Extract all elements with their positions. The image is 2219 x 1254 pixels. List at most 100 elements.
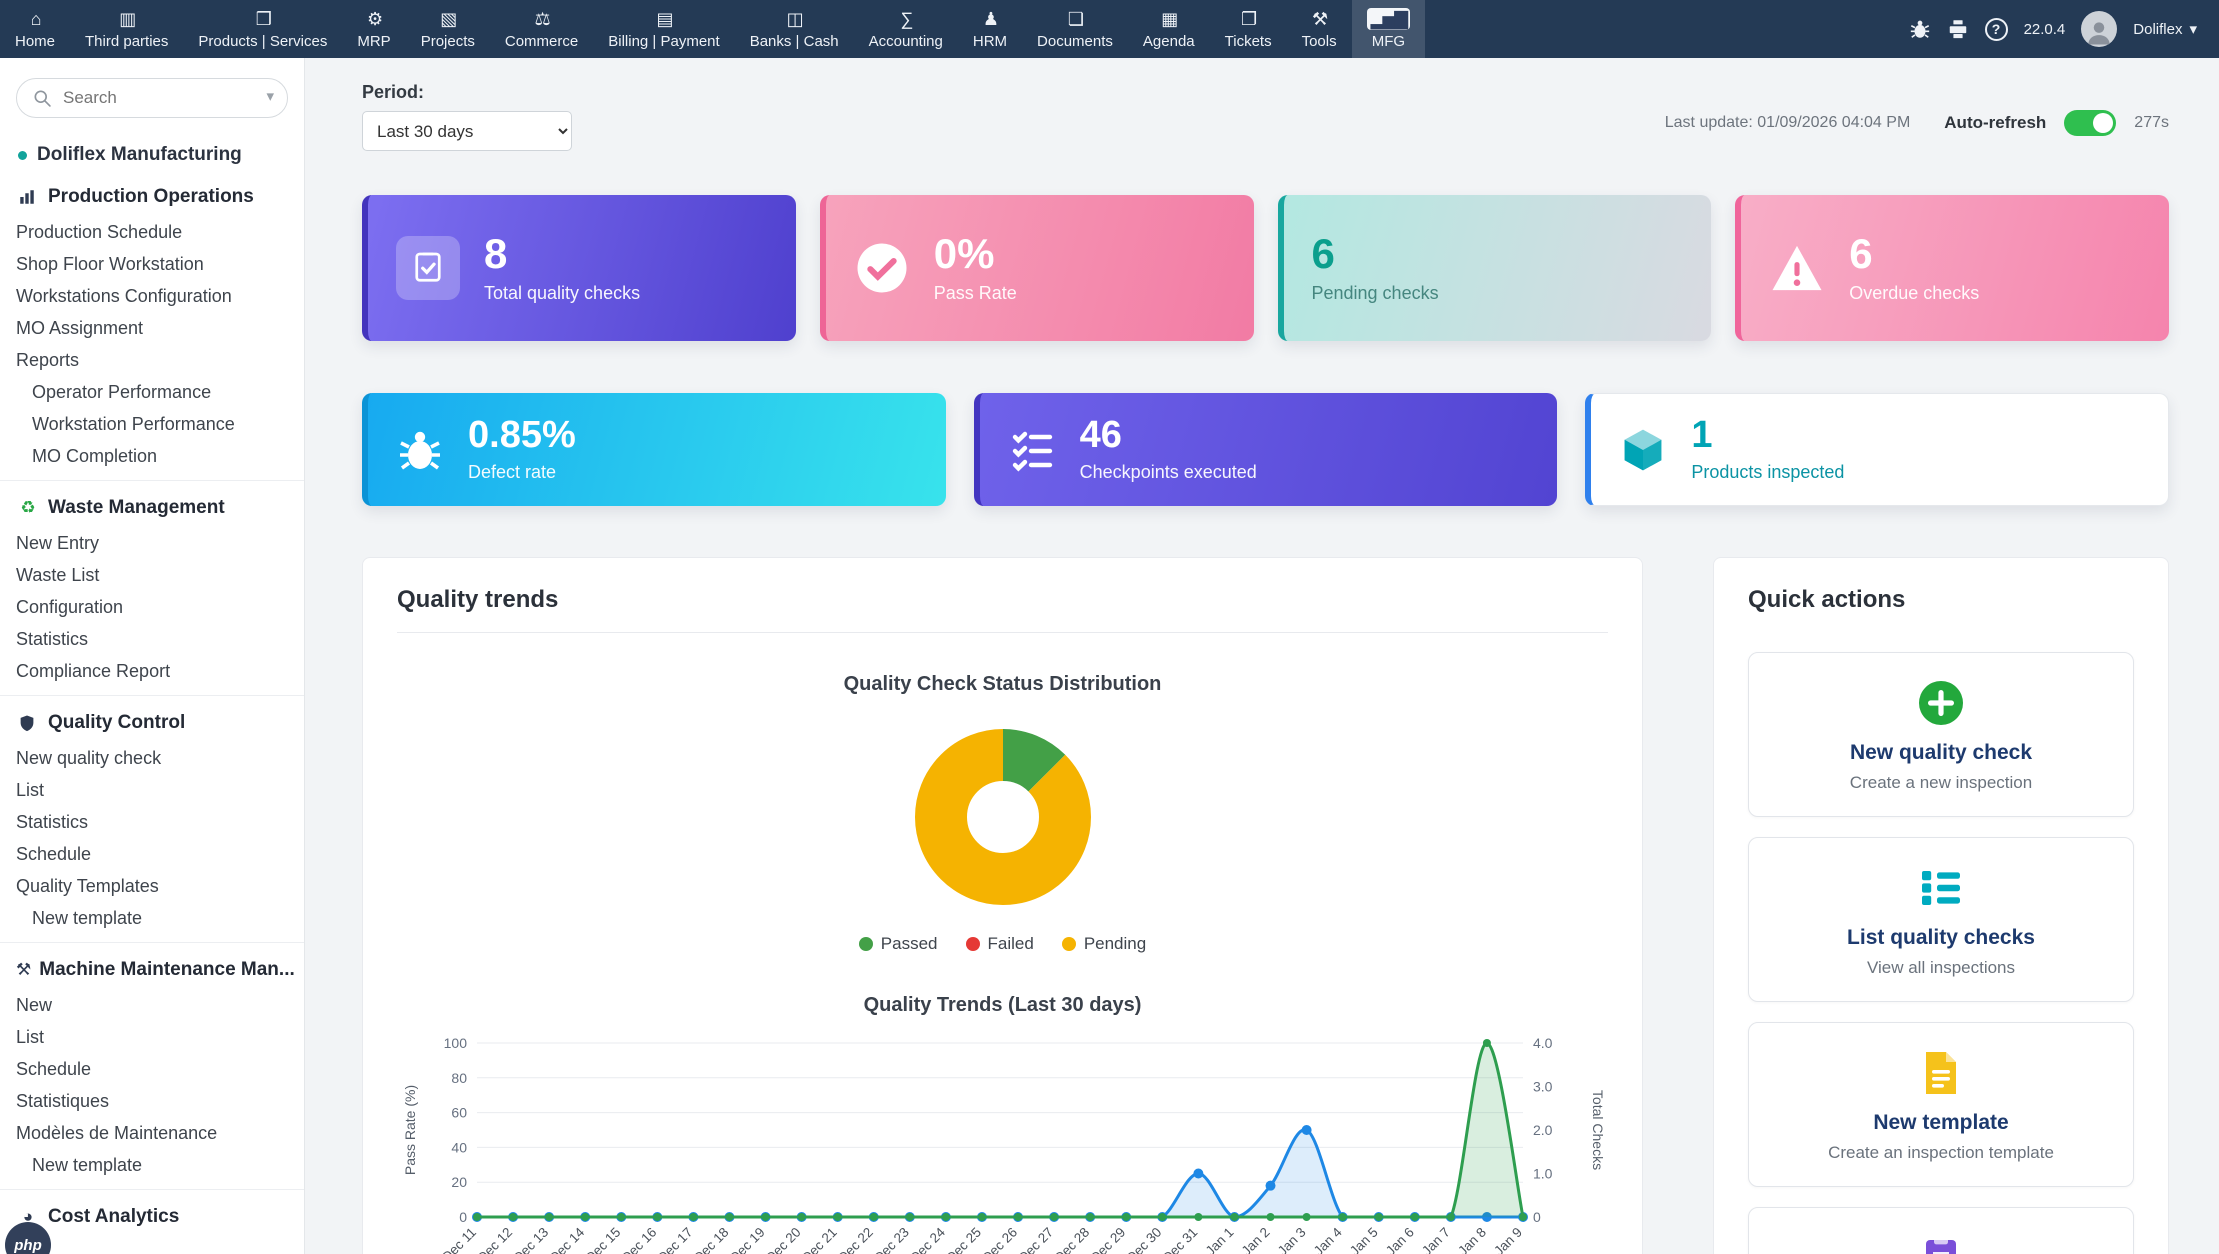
card-label: Total quality checks [484, 282, 641, 303]
nav-item-tools[interactable]: ⚒ Tools [1287, 0, 1352, 58]
nav-item-products-services[interactable]: ❒ Products | Services [183, 0, 342, 58]
last-update-text: Last update: 01/09/2026 04:04 PM [1664, 113, 1911, 131]
card-total-quality-checks: 8 Total quality checks [362, 195, 796, 341]
quick-action-new-template[interactable]: New template Create an inspection templat… [1748, 1022, 2134, 1187]
chevron-down-icon: ▾ [2189, 21, 2197, 38]
sidebar-item-quality-templates[interactable]: Quality Templates [16, 876, 159, 896]
sidebar-item-mo-completion[interactable]: MO Completion [32, 446, 158, 466]
sidebar-section-title-waste-management[interactable]: ♻ Waste Management [0, 489, 304, 527]
help-icon[interactable]: ? [1984, 17, 2008, 41]
sidebar-item-schedule[interactable]: Schedule [16, 844, 92, 864]
card-label: Checkpoints executed [1079, 461, 1257, 482]
sidebar-item-list[interactable]: List [16, 1027, 45, 1047]
banks-icon: ◫ [786, 8, 804, 29]
quick-action-title: New template [1873, 1111, 2009, 1134]
sidebar-item-configuration[interactable]: Configuration [16, 597, 124, 617]
nav-item-tickets[interactable]: ❐ Tickets [1210, 0, 1287, 58]
status-dot-icon [18, 150, 27, 160]
svg-text:Total Checks: Total Checks [1590, 1090, 1606, 1170]
card-pass-rate: 0% Pass Rate [819, 195, 1254, 341]
nav-item-accounting[interactable]: ∑ Accounting [854, 0, 958, 58]
company-name: Doliflex Manufacturing [37, 144, 242, 165]
sidebar-item-new-quality-check[interactable]: New quality check [16, 748, 162, 768]
legend-dot-icon [1061, 937, 1076, 951]
quick-action-list-quality-checks[interactable]: List quality checks View all inspections [1748, 837, 2134, 1002]
svg-text:Dec 20: Dec 20 [763, 1225, 804, 1254]
tools-icon: ⚒ [1312, 8, 1328, 29]
sidebar-item-statistics[interactable]: Statistics [16, 629, 89, 649]
sidebar-item-workstations-configuration[interactable]: Workstations Configuration [16, 286, 232, 306]
kpi-row: 8 Total quality checks 0% Pass Rate 6 Pending… [362, 195, 2169, 341]
sidebar-item-new-template[interactable]: New template [32, 908, 143, 928]
nav-item-mrp[interactable]: ⚙ MRP [342, 0, 405, 58]
svg-text:Jan 6: Jan 6 [1383, 1225, 1417, 1254]
section-title-label: Quality Control [48, 712, 186, 733]
nav-item-commerce[interactable]: ⚖ Commerce [490, 0, 593, 58]
sidebar-item-waste-list[interactable]: Waste List [16, 565, 100, 585]
sidebar-item-statistics[interactable]: Statistics [16, 812, 89, 832]
svg-text:Dec 25: Dec 25 [943, 1225, 984, 1254]
sidebar-item-list[interactable]: List [16, 780, 45, 800]
warning-icon [1769, 240, 1825, 296]
user-menu[interactable]: Doliflex ▾ [2133, 20, 2197, 39]
search-icon [32, 88, 52, 108]
quick-action-subtitle: Create an inspection template [1828, 1143, 2054, 1162]
nav-item-label: Commerce [504, 33, 579, 50]
svg-text:0: 0 [459, 1209, 467, 1225]
version-label: 22.0.4 [2023, 20, 2066, 38]
tickets-icon: ❐ [1241, 8, 1257, 29]
legend-dot-icon [965, 937, 980, 951]
sidebar-item-shop-floor-workstation[interactable]: Shop Floor Workstation [16, 254, 204, 274]
legend-item-failed: Failed [965, 934, 1034, 954]
sidebar-section-title-quality-control[interactable]: Quality Control [0, 704, 304, 742]
sidebar-item-workstation-performance[interactable]: Workstation Performance [32, 414, 235, 434]
nav-item-hrm[interactable]: ♟ HRM [958, 0, 1022, 58]
sidebar-item-mo-assignment[interactable]: MO Assignment [16, 318, 144, 338]
sidebar-item-schedule[interactable]: Schedule [16, 1059, 92, 1079]
nav-item-projects[interactable]: ▧ Projects [406, 0, 490, 58]
nav-item-banks-cash[interactable]: ◫ Banks | Cash [735, 0, 854, 58]
sidebar-item-operator-performance[interactable]: Operator Performance [32, 382, 212, 402]
sidebar-section-title-cost-analytics[interactable]: ◕ Cost Analytics [0, 1198, 304, 1236]
nav-item-home[interactable]: ⌂ Home [0, 0, 70, 58]
avatar[interactable] [2081, 11, 2118, 47]
svg-text:Dec 29: Dec 29 [1088, 1225, 1129, 1254]
accounting-icon: ∑ [900, 8, 913, 29]
quick-action-card[interactable] [1748, 1207, 2134, 1254]
sidebar-section-title-production-operations[interactable]: Production Operations [0, 178, 304, 216]
hrm-icon: ♟ [982, 8, 999, 29]
autorefresh-toggle[interactable] [2064, 109, 2117, 136]
nav-item-label: Tickets [1224, 33, 1272, 50]
sidebar-item-new[interactable]: New [16, 995, 53, 1015]
nav-item-agenda[interactable]: ▦ Agenda [1128, 0, 1210, 58]
sidebar-item-new-template[interactable]: New template [32, 1155, 143, 1175]
card-value: 46 [1079, 414, 1122, 457]
card-value: 8 [484, 230, 508, 278]
company-header[interactable]: Doliflex Manufacturing [0, 118, 304, 166]
sidebar-item-mod-les-de-maintenance[interactable]: Modèles de Maintenance [16, 1123, 218, 1143]
quick-action-new-quality-check[interactable]: New quality check Create a new inspection [1748, 652, 2134, 817]
nav-item-documents[interactable]: ❏ Documents [1022, 0, 1128, 58]
svg-text:40: 40 [451, 1139, 467, 1155]
search-dropdown-caret-icon[interactable]: ▾ [266, 88, 274, 105]
print-icon[interactable] [1947, 18, 1969, 40]
sidebar-section-cost-analytics: ◕ Cost Analytics [0, 1189, 304, 1236]
quick-actions-panel: Quick actions New quality check Create a … [1713, 557, 2169, 1254]
topnav-right: ? 22.0.4 Doliflex ▾ [1909, 0, 2219, 58]
nav-item-billing-payment[interactable]: ▤ Billing | Payment [593, 0, 734, 58]
nav-item-third-parties[interactable]: ▥ Third parties [70, 0, 183, 58]
sidebar-item-production-schedule[interactable]: Production Schedule [16, 222, 183, 242]
svg-text:0: 0 [1533, 1209, 1541, 1225]
svg-text:Dec 26: Dec 26 [979, 1225, 1020, 1254]
sidebar-item-new-entry[interactable]: New Entry [16, 533, 100, 553]
sidebar-item-reports[interactable]: Reports [16, 350, 80, 370]
svg-text:2.0: 2.0 [1533, 1122, 1553, 1138]
period-select[interactable]: Last 30 days [362, 111, 572, 151]
search-input[interactable] [16, 78, 288, 118]
nav-item-mfg[interactable]: ▂▅▇ MFG [1351, 0, 1426, 58]
sidebar-item-statistiques[interactable]: Statistiques [16, 1091, 110, 1111]
sidebar-section-title-machine-maintenance-man[interactable]: ⚒ Machine Maintenance Man... [0, 951, 304, 989]
sidebar-item-compliance-report[interactable]: Compliance Report [16, 661, 171, 681]
bug-icon[interactable] [1909, 18, 1931, 40]
svg-text:Jan 5: Jan 5 [1347, 1225, 1381, 1254]
